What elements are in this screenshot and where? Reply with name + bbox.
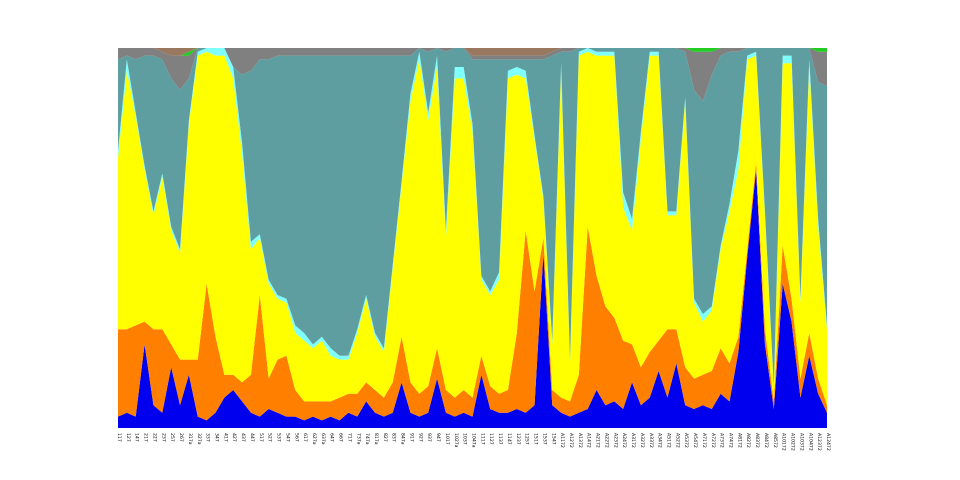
- x-tick-label: A5272: [674, 433, 680, 448]
- x-tick-label: 437: [240, 433, 246, 442]
- x-tick-label: A7372: [719, 433, 725, 448]
- x-tick-label: A7472: [728, 433, 734, 448]
- x-tick-label: 1127: [488, 433, 494, 445]
- x-tick-label: 917: [408, 433, 414, 442]
- x-tick-label: 737a: [355, 433, 361, 445]
- x-tick-label: 337: [205, 433, 211, 442]
- x-tick-label: 1547: [550, 433, 556, 445]
- x-tick-label: A10272: [790, 433, 796, 451]
- x-tick-label: 647: [329, 433, 335, 442]
- x-tick-label: A5472: [692, 433, 698, 448]
- x-tick-label: A2372: [612, 433, 618, 448]
- x-tick-label: A1372: [577, 433, 583, 448]
- x-tick-label: A1272: [568, 433, 574, 448]
- x-tick-label: A8372: [754, 433, 760, 448]
- x-tick-label: 827: [382, 433, 388, 442]
- x-tick-label: 1047a: [471, 433, 477, 448]
- x-tick-label: 637a: [320, 433, 326, 445]
- x-tick-label: 427: [231, 433, 237, 442]
- x-tick-label: 567: [293, 433, 299, 442]
- x-tick-label: A10372: [798, 433, 804, 451]
- area-series-blue: [118, 169, 827, 428]
- x-tick-label: 1137: [497, 433, 503, 445]
- x-tick-label: 127: [125, 433, 131, 442]
- area-series-teal: [118, 48, 827, 387]
- x-tick-label: A1472: [586, 433, 592, 448]
- x-tick-label: A2172: [595, 433, 601, 448]
- x-tick-label: 537: [276, 433, 282, 442]
- x-tick-label: 1537: [541, 433, 547, 445]
- area-series-group: [118, 48, 827, 428]
- x-tick-label: 527: [267, 433, 273, 442]
- x-tick-label: 1017: [444, 433, 450, 445]
- x-tick-label: A3272: [639, 433, 645, 448]
- x-tick-label: 717: [346, 433, 352, 442]
- x-tick-label: A3372: [648, 433, 654, 448]
- x-tick-label: 937: [426, 433, 432, 442]
- x-tick-label: 547: [284, 433, 290, 442]
- x-tick-label: 1037: [462, 433, 468, 445]
- x-tick-label: 927: [417, 433, 423, 442]
- x-tick-label: A7272: [710, 433, 716, 448]
- x-tick-label: A8172: [736, 433, 742, 448]
- x-tick-label: 817a: [373, 433, 379, 445]
- x-tick-label: 617: [302, 433, 308, 442]
- x-tick-label: A12372: [816, 433, 822, 451]
- area-series-yellow: [118, 51, 827, 406]
- x-tick-label: A12472: [825, 433, 831, 451]
- x-tick-label: 627a: [311, 433, 317, 445]
- x-axis-tick-labels: 117 127 147 217 227 237 257 267 317a 327a 337 347 41…: [116, 433, 831, 451]
- area-series-brown: [118, 48, 827, 56]
- x-tick-label: 1117: [479, 433, 485, 445]
- x-tick-label: A2272: [603, 433, 609, 448]
- x-tick-label: 847a: [400, 433, 406, 445]
- x-tick-label: A3472: [657, 433, 663, 448]
- x-tick-label: 667: [338, 433, 344, 442]
- x-tick-label: A10472: [807, 433, 813, 451]
- x-tick-label: A8272: [745, 433, 751, 448]
- x-tick-label: A3172: [630, 433, 636, 448]
- x-tick-label: 1237: [515, 433, 521, 445]
- x-tick-label: 117: [116, 433, 122, 442]
- x-tick-label: 1517: [533, 433, 539, 445]
- area-series-green: [118, 48, 827, 56]
- x-tick-label: 257: [169, 433, 175, 442]
- x-tick-label: 1147: [506, 433, 512, 445]
- x-tick-label: 447: [249, 433, 255, 442]
- x-tick-label: 347: [213, 433, 219, 442]
- x-tick-label: 947: [435, 433, 441, 442]
- x-tick-label: 1257: [524, 433, 530, 445]
- area-series-orange: [118, 162, 827, 421]
- x-tick-label: 837: [391, 433, 397, 442]
- area-series-grey: [118, 48, 827, 102]
- x-tick-label: A5372: [683, 433, 689, 448]
- x-tick-label: 317a: [187, 433, 193, 445]
- x-tick-label: A10172: [781, 433, 787, 451]
- x-tick-label: 267: [178, 433, 184, 442]
- x-tick-label: 237: [160, 433, 166, 442]
- x-tick-label: 327a: [196, 433, 202, 445]
- x-tick-label: 747a: [364, 433, 370, 445]
- x-tick-label: A2472: [621, 433, 627, 448]
- x-tick-label: A8572: [772, 433, 778, 448]
- x-tick-label: A8472: [763, 433, 769, 448]
- x-tick-label: A5172: [665, 433, 671, 448]
- x-tick-label: 1027a: [453, 433, 459, 448]
- x-tick-label: 517: [258, 433, 264, 442]
- x-tick-label: 227: [151, 433, 157, 442]
- x-tick-label: 417: [222, 433, 228, 442]
- x-tick-label: 147: [134, 433, 140, 442]
- x-tick-label: 217: [143, 433, 149, 442]
- x-tick-label: A1172: [559, 433, 565, 448]
- x-tick-label: A7172: [701, 433, 707, 448]
